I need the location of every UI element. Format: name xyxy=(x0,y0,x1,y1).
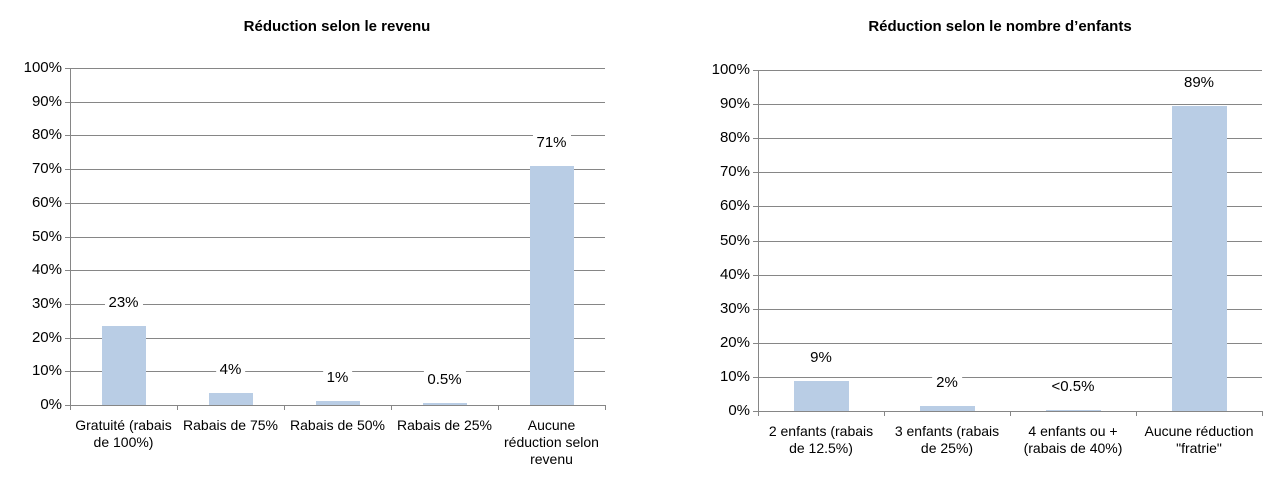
y-tick-label: 10% xyxy=(31,362,62,380)
grid-line xyxy=(753,308,1262,310)
x-tick-label: Aucune réduction selon revenu xyxy=(504,417,599,467)
value-label: 1% xyxy=(322,368,353,387)
chart-title: Réduction selon le revenu xyxy=(243,18,431,35)
y-tick-label: 0% xyxy=(728,402,750,419)
value-label: 23% xyxy=(104,294,143,313)
bar xyxy=(529,165,574,405)
grid-line xyxy=(65,337,605,339)
grid-line xyxy=(65,270,605,272)
x-tick xyxy=(884,411,885,416)
y-axis xyxy=(758,70,759,411)
x-axis xyxy=(758,411,1262,412)
x-tick xyxy=(758,411,759,416)
x-tick xyxy=(605,405,606,410)
grid-line xyxy=(65,101,605,103)
y-tick-label: 80% xyxy=(31,126,62,144)
y-tick-label: 90% xyxy=(719,95,750,113)
grid-line xyxy=(65,68,605,69)
grid-line xyxy=(753,172,1262,174)
y-tick-label: 10% xyxy=(719,367,750,385)
y-axis xyxy=(70,68,71,405)
bar xyxy=(208,392,253,405)
y-tick-label: 70% xyxy=(719,163,750,181)
grid-line xyxy=(753,70,1262,71)
x-tick xyxy=(70,405,71,410)
y-tick-label: 60% xyxy=(719,197,750,215)
x-tick xyxy=(498,405,499,410)
grid-line xyxy=(65,202,605,204)
bar xyxy=(1045,409,1101,411)
x-tick-label: Rabais de 25% xyxy=(397,417,492,433)
y-tick-label: 30% xyxy=(31,294,62,312)
value-label: 9% xyxy=(806,348,836,367)
y-tick-label: 70% xyxy=(31,160,62,178)
value-label: <0.5% xyxy=(1047,377,1099,396)
y-tick-label: 30% xyxy=(719,299,750,317)
grid-line xyxy=(65,169,605,171)
value-label: 89% xyxy=(1179,74,1219,93)
y-tick-label: 60% xyxy=(31,193,62,211)
grid-line xyxy=(65,236,605,238)
value-label: 0.5% xyxy=(423,371,466,390)
x-tick xyxy=(1136,411,1137,416)
x-tick xyxy=(1262,411,1263,416)
grid-line xyxy=(753,342,1262,344)
x-tick xyxy=(284,405,285,410)
x-tick-label: Rabais de 50% xyxy=(290,417,385,433)
value-label: 4% xyxy=(215,360,246,379)
x-tick-label: Rabais de 75% xyxy=(183,417,278,433)
y-tick-label: 50% xyxy=(719,231,750,249)
y-tick-label: 20% xyxy=(31,328,62,346)
bar xyxy=(422,403,467,405)
bar xyxy=(919,405,975,411)
grid-line xyxy=(753,274,1262,276)
y-tick-label: 100% xyxy=(711,61,750,78)
grid-line xyxy=(753,240,1262,242)
chart-title: Réduction selon le nombre d’enfants xyxy=(868,18,1132,35)
grid-line xyxy=(65,135,605,137)
bar xyxy=(101,326,146,405)
grid-line xyxy=(753,376,1262,378)
bar xyxy=(793,380,849,411)
y-tick-label: 0% xyxy=(40,396,62,413)
x-tick xyxy=(1010,411,1011,416)
x-tick-label: 4 enfants ou + (rabais de 40%) xyxy=(1023,423,1123,456)
bar xyxy=(315,400,360,405)
grid-line xyxy=(753,104,1262,106)
y-tick-label: 40% xyxy=(719,265,750,283)
x-tick-label: Gratuité (rabais de 100%) xyxy=(75,417,172,450)
grid-line xyxy=(65,303,605,305)
x-tick-label: Aucune réduction "fratrie" xyxy=(1144,423,1254,456)
y-tick-label: 20% xyxy=(719,333,750,351)
x-tick-label: 3 enfants (rabais de 25%) xyxy=(894,423,1000,456)
bar xyxy=(1171,106,1227,411)
x-tick xyxy=(177,405,178,410)
grid-line xyxy=(753,138,1262,140)
y-tick-label: 40% xyxy=(31,261,62,279)
value-label: 71% xyxy=(532,133,571,152)
grid-line xyxy=(753,206,1262,208)
value-label: 2% xyxy=(932,373,962,392)
x-axis xyxy=(70,405,605,406)
x-tick-label: 2 enfants (rabais de 12.5%) xyxy=(768,423,874,456)
y-tick-label: 100% xyxy=(23,59,62,76)
y-tick-label: 80% xyxy=(719,129,750,147)
y-tick-label: 50% xyxy=(31,227,62,245)
y-tick-label: 90% xyxy=(31,92,62,110)
x-tick xyxy=(391,405,392,410)
